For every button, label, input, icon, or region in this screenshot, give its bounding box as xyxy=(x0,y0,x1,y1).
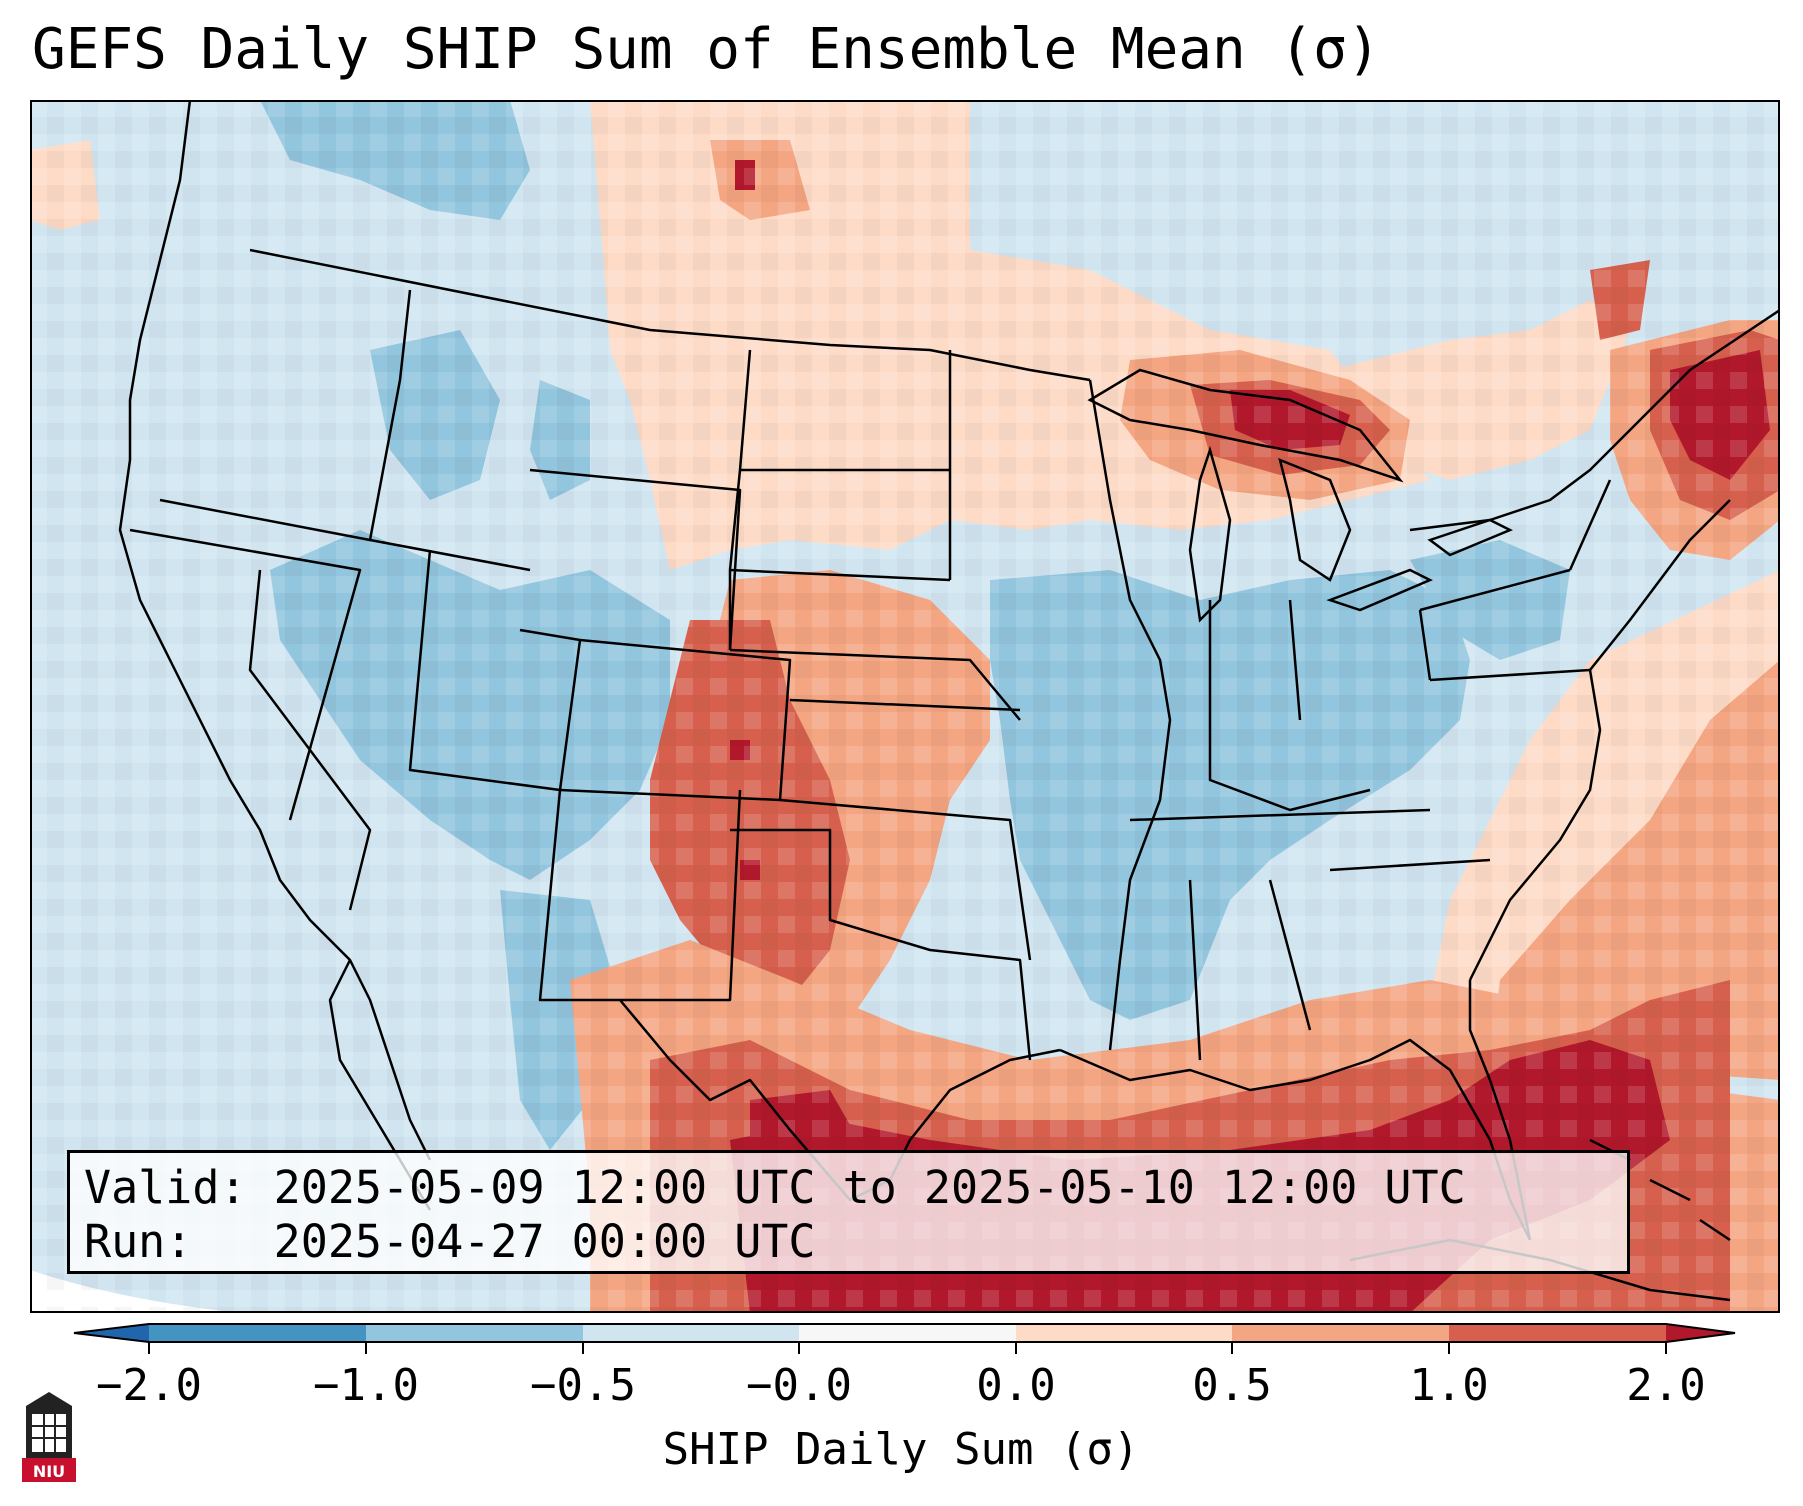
border-co xyxy=(559,638,792,802)
border-az-nm xyxy=(538,789,742,1002)
border-or-ca xyxy=(129,528,362,821)
lake-superior xyxy=(1087,368,1404,483)
border-mt-wy xyxy=(529,468,742,651)
boundaries xyxy=(118,100,1780,1241)
colorbar-tick-label: 1.0 xyxy=(1409,1360,1489,1411)
colorbar-bin xyxy=(583,1324,799,1342)
great-lakes xyxy=(1087,368,1514,623)
colorbar-tick-label: −0.5 xyxy=(530,1360,636,1411)
anomaly-field xyxy=(30,100,1780,1313)
map-canvas xyxy=(30,100,1780,1313)
niu-logo: NIU xyxy=(22,1392,76,1482)
lake-erie xyxy=(1326,568,1433,612)
colorbar-bin xyxy=(799,1324,1016,1342)
lake-huron xyxy=(1278,457,1352,582)
coastline-pacific xyxy=(118,100,432,1161)
colorbar-tick-label: −2.0 xyxy=(96,1360,202,1411)
colorbar-tick-label: 0.0 xyxy=(976,1360,1056,1411)
valid-time-line: Valid: 2025-05-09 12:00 UTC to 2025-05-1… xyxy=(84,1161,1466,1214)
page-title: GEFS Daily SHIP Sum of Ensemble Mean (σ) xyxy=(32,17,1381,82)
colorbar-bin xyxy=(149,1324,366,1342)
colorbar-tick-label: 2.0 xyxy=(1626,1360,1706,1411)
border-dakotas xyxy=(728,349,952,650)
colorbar xyxy=(73,1323,1736,1354)
border-nv-ca xyxy=(248,569,372,911)
border-mississippi xyxy=(1088,379,1172,1051)
colorbar-bin xyxy=(1449,1324,1666,1342)
logo-text: NIU xyxy=(33,1462,65,1481)
colorbar-bin xyxy=(366,1324,583,1342)
colorbar-label: SHIP Daily Sum (σ) xyxy=(662,1424,1140,1475)
colorbar-extend-high xyxy=(1666,1324,1735,1342)
colorbar-tick-label: −0.0 xyxy=(746,1360,852,1411)
border-ne-ks-ok xyxy=(729,648,1032,961)
logo-banner xyxy=(22,1458,76,1482)
border-canada-east xyxy=(1409,308,1780,532)
border-id xyxy=(368,289,531,572)
lake-ontario xyxy=(1427,518,1514,557)
border-wa-or xyxy=(159,498,371,542)
border-east-interior xyxy=(1129,599,1491,1061)
border-northeast xyxy=(1419,479,1612,682)
info-box: Valid: 2025-05-09 12:00 UTC to 2025-05-1… xyxy=(67,1150,1630,1274)
lake-michigan xyxy=(1188,445,1232,623)
colorbar-tick-label: −1.0 xyxy=(313,1360,419,1411)
border-nm-tx xyxy=(730,828,1032,1061)
run-time-line: Run: 2025-04-27 00:00 UTC xyxy=(84,1215,816,1268)
colorbar-bin xyxy=(1232,1324,1449,1342)
colorbar-tick-label: 0.5 xyxy=(1192,1360,1272,1411)
border-us-canada xyxy=(249,248,1091,382)
map-panel xyxy=(30,100,1780,1313)
colorbar-extend-low xyxy=(74,1324,149,1342)
colorbar-bin xyxy=(1016,1324,1232,1342)
coastline-atlantic xyxy=(1468,499,1731,981)
field-pixel-texture xyxy=(30,100,1780,1313)
